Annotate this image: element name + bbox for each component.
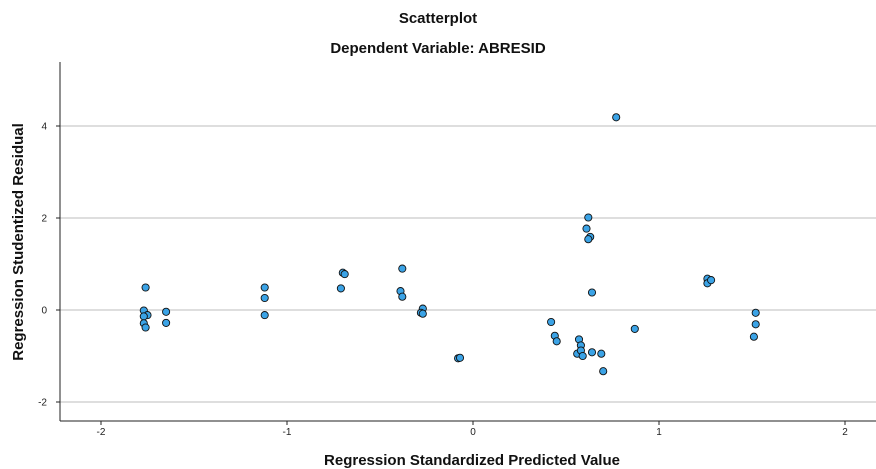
data-point	[418, 309, 427, 318]
y-tick-label: -2	[38, 398, 47, 409]
data-point	[162, 318, 171, 327]
y-tick-label: 0	[41, 306, 47, 317]
data-point	[584, 213, 593, 222]
chart-subtitle: Dependent Variable: ABRESID	[330, 40, 546, 57]
x-tick-label: -2	[97, 427, 106, 438]
data-point	[584, 235, 593, 244]
x-tick-label: 1	[656, 427, 662, 438]
y-tick-label: 2	[41, 214, 47, 225]
data-point	[336, 284, 345, 293]
axes	[56, 62, 876, 425]
x-tick-label: 0	[470, 427, 476, 438]
x-tick-labels: -2 -1 0 1 2	[97, 427, 849, 438]
data-point	[612, 113, 621, 122]
data-point	[630, 324, 639, 333]
y-tick-labels: -2 0 2 4	[38, 122, 47, 409]
y-tick-label: 4	[41, 122, 47, 133]
data-point	[141, 323, 150, 332]
data-point	[260, 293, 269, 303]
data-point	[587, 288, 597, 297]
data-point	[597, 349, 606, 358]
data-point	[751, 320, 760, 329]
data-point	[599, 367, 608, 376]
x-tick-label: -1	[283, 427, 292, 438]
data-point	[455, 353, 465, 362]
data-point	[578, 351, 587, 361]
grid-lines	[60, 125, 876, 403]
y-axis-label: Regression Studentized Residual	[10, 123, 27, 361]
data-point	[749, 332, 758, 341]
x-tick-label: 2	[842, 427, 848, 438]
data-point	[547, 317, 556, 327]
data-point	[141, 283, 150, 292]
x-axis-label: Regression Standardized Predicted Value	[324, 452, 620, 469]
chart-title: Scatterplot	[398, 10, 478, 27]
data-point	[552, 337, 561, 346]
data-point	[398, 292, 407, 301]
data-point	[398, 264, 407, 273]
data-point	[260, 283, 269, 292]
data-point	[707, 276, 716, 285]
data-point	[260, 311, 269, 320]
data-point	[587, 348, 597, 357]
data-point	[582, 224, 591, 233]
data-point	[751, 308, 760, 317]
data-points	[139, 113, 760, 376]
data-point	[340, 270, 349, 279]
data-point	[162, 307, 171, 316]
data-point	[139, 312, 148, 321]
